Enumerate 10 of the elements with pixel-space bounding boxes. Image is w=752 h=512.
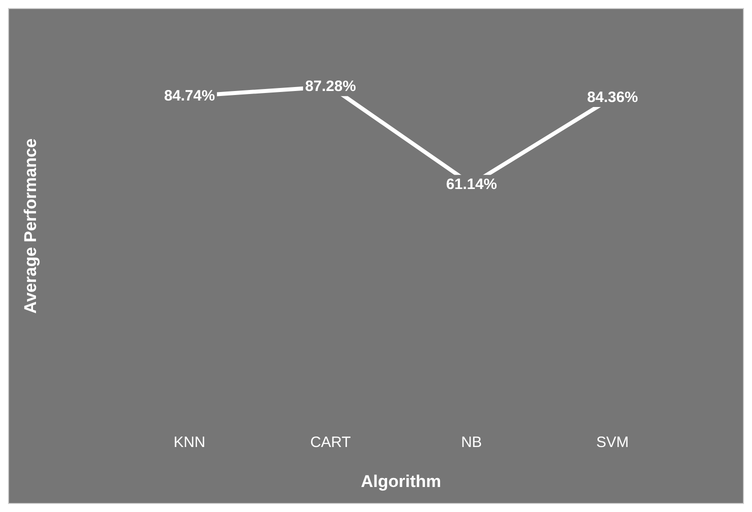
data-label: 87.28% <box>305 78 356 96</box>
x-axis-title: Algorithm <box>360 472 442 491</box>
data-label: 84.74% <box>164 88 215 105</box>
x-tick-label: CART <box>310 434 351 451</box>
y-axis-title: Average Performance <box>21 138 40 314</box>
x-tick-label: SVM <box>596 434 629 451</box>
data-label: 61.14% <box>446 176 497 193</box>
x-tick-label: NB <box>461 434 482 451</box>
x-tick-label: KNN <box>174 434 206 451</box>
data-label: 84.36% <box>587 88 638 106</box>
